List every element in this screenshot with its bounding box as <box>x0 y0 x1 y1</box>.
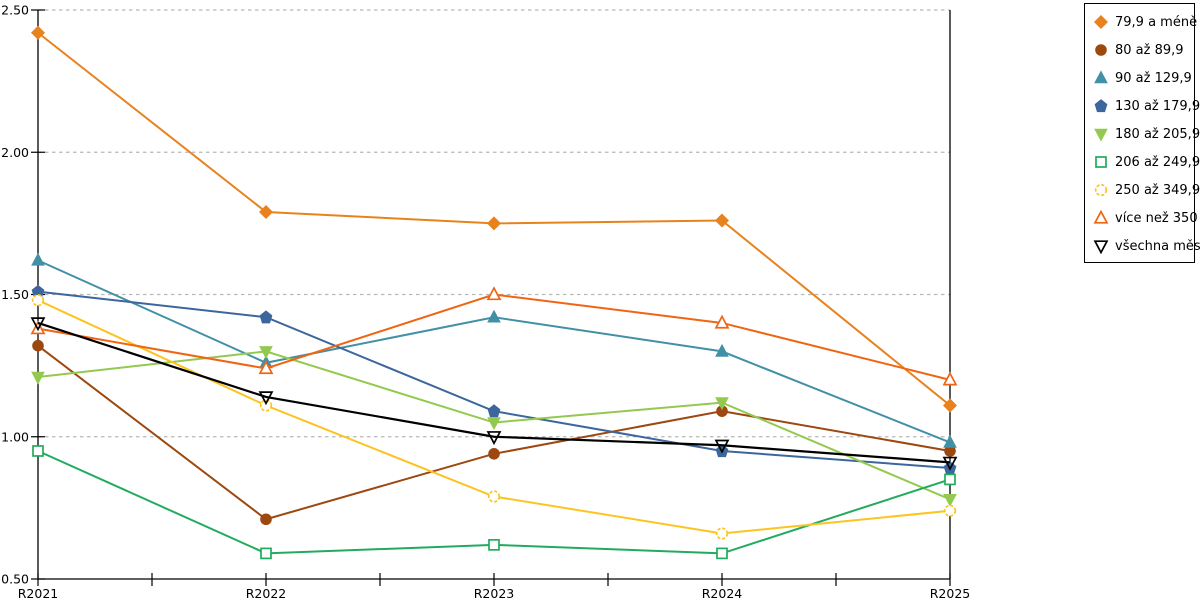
circle-dash-marker <box>943 504 957 517</box>
circle-dash-marker <box>487 490 501 503</box>
series-2 <box>32 339 956 526</box>
legend-item: 180 až 205,9 <box>1085 120 1200 148</box>
legend-label: 80 až 89,9 <box>1115 42 1184 58</box>
diamond-marker <box>942 398 958 413</box>
series-5 <box>31 346 957 507</box>
legend-item: všechna města <box>1085 232 1200 260</box>
legend-item: 250 až 349,9 <box>1085 176 1200 204</box>
pentagon-marker <box>259 310 273 324</box>
triangle-up-marker <box>715 343 729 357</box>
series-9 <box>30 317 958 471</box>
triangle-down-marker <box>715 397 729 411</box>
triangle-down-marker <box>1094 128 1108 142</box>
diamond-marker <box>258 204 274 220</box>
triangle-down-marker <box>714 439 730 454</box>
series-6 <box>32 445 956 560</box>
legend-label: 206 až 249,9 <box>1115 154 1200 170</box>
x-axis-label: R2021 <box>18 586 59 600</box>
y-axis-label: 2.50 <box>1 3 29 18</box>
y-axis-label: 1.50 <box>1 287 29 302</box>
triangle-down-marker <box>1093 240 1109 254</box>
series-1 <box>30 25 958 413</box>
square-marker <box>32 445 44 457</box>
triangle-up-marker <box>1093 210 1109 224</box>
y-axis-label: 1.00 <box>1 429 29 444</box>
triangle-up-marker <box>942 371 958 386</box>
pentagon-icon <box>1094 99 1108 113</box>
circle-marker <box>488 448 500 460</box>
legend-item: 79,9 a méně <box>1085 8 1198 36</box>
triangle-down-marker <box>942 456 958 471</box>
circle-dash-marker <box>259 399 273 412</box>
diamond-marker <box>714 213 730 228</box>
diamond-marker <box>30 25 46 40</box>
legend-item: 90 až 129,9 <box>1085 64 1194 92</box>
triangle-up-marker <box>1094 70 1108 84</box>
triangle-down-icon <box>1093 240 1109 254</box>
triangle-up-marker <box>486 286 502 301</box>
y-axis-label: 0.50 <box>1 572 29 587</box>
circle-dash-marker <box>715 527 729 540</box>
square-marker <box>260 547 272 560</box>
triangle-up-marker <box>487 309 501 323</box>
triangle-down-marker <box>258 391 274 406</box>
legend: 79,9 a méně 80 až 89,9 90 až 129,9 130 až 1… <box>1084 3 1200 263</box>
series-3 <box>31 252 957 448</box>
legend-label: 130 až 179,9 <box>1115 98 1200 114</box>
square-marker <box>488 539 500 551</box>
legend-item: 80 až 89,9 <box>1085 36 1194 64</box>
triangle-up-marker <box>258 360 274 375</box>
triangle-down-icon <box>1094 128 1108 142</box>
diamond-icon <box>1093 14 1109 30</box>
circle-marker <box>1095 44 1107 56</box>
circle-marker <box>32 339 44 352</box>
diamond-marker <box>486 216 502 231</box>
pentagon-marker <box>1094 99 1108 113</box>
triangle-down-marker <box>943 494 957 507</box>
triangle-down-marker <box>259 346 273 359</box>
series-8 <box>30 286 958 386</box>
circle-dash-icon <box>1094 183 1108 197</box>
pentagon-marker <box>487 404 501 418</box>
triangle-up-marker <box>943 434 957 448</box>
y-axis-label: 2.00 <box>1 145 29 160</box>
legend-label: všechna města <box>1115 238 1200 254</box>
legend-item: 206 až 249,9 <box>1085 148 1200 176</box>
legend-item: 130 až 179,9 <box>1085 92 1200 120</box>
triangle-up-marker <box>31 252 45 266</box>
square-marker <box>716 547 728 560</box>
circle-marker <box>260 513 272 526</box>
circle-dash-marker <box>31 294 45 307</box>
legend-item: více než 350 <box>1085 204 1198 232</box>
triangle-down-marker <box>486 431 502 446</box>
series-7 <box>31 294 957 540</box>
square-marker <box>1095 156 1107 168</box>
series-line <box>37 321 951 464</box>
legend-label: 180 až 205,9 <box>1115 126 1200 142</box>
triangle-up-icon <box>1094 70 1108 84</box>
x-axis-label: R2023 <box>474 586 515 600</box>
legend-label: 79,9 a méně <box>1115 14 1198 30</box>
circle-icon <box>1095 44 1107 56</box>
legend-label: 90 až 129,9 <box>1115 70 1192 86</box>
square-marker <box>944 473 956 486</box>
legend-label: 250 až 349,9 <box>1115 182 1200 198</box>
diamond-marker <box>1093 14 1109 30</box>
triangle-down-marker <box>31 371 45 385</box>
triangle-down-marker <box>487 417 501 431</box>
triangle-up-icon <box>1093 210 1109 224</box>
legend-label: více než 350 <box>1115 210 1198 226</box>
triangle-down-marker <box>30 317 46 332</box>
circle-dash-marker <box>1094 183 1108 197</box>
x-axis-label: R2024 <box>702 586 743 600</box>
x-axis-label: R2025 <box>930 586 971 600</box>
triangle-up-marker <box>714 314 730 329</box>
x-axis-label: R2022 <box>246 586 287 600</box>
square-icon <box>1095 156 1107 168</box>
